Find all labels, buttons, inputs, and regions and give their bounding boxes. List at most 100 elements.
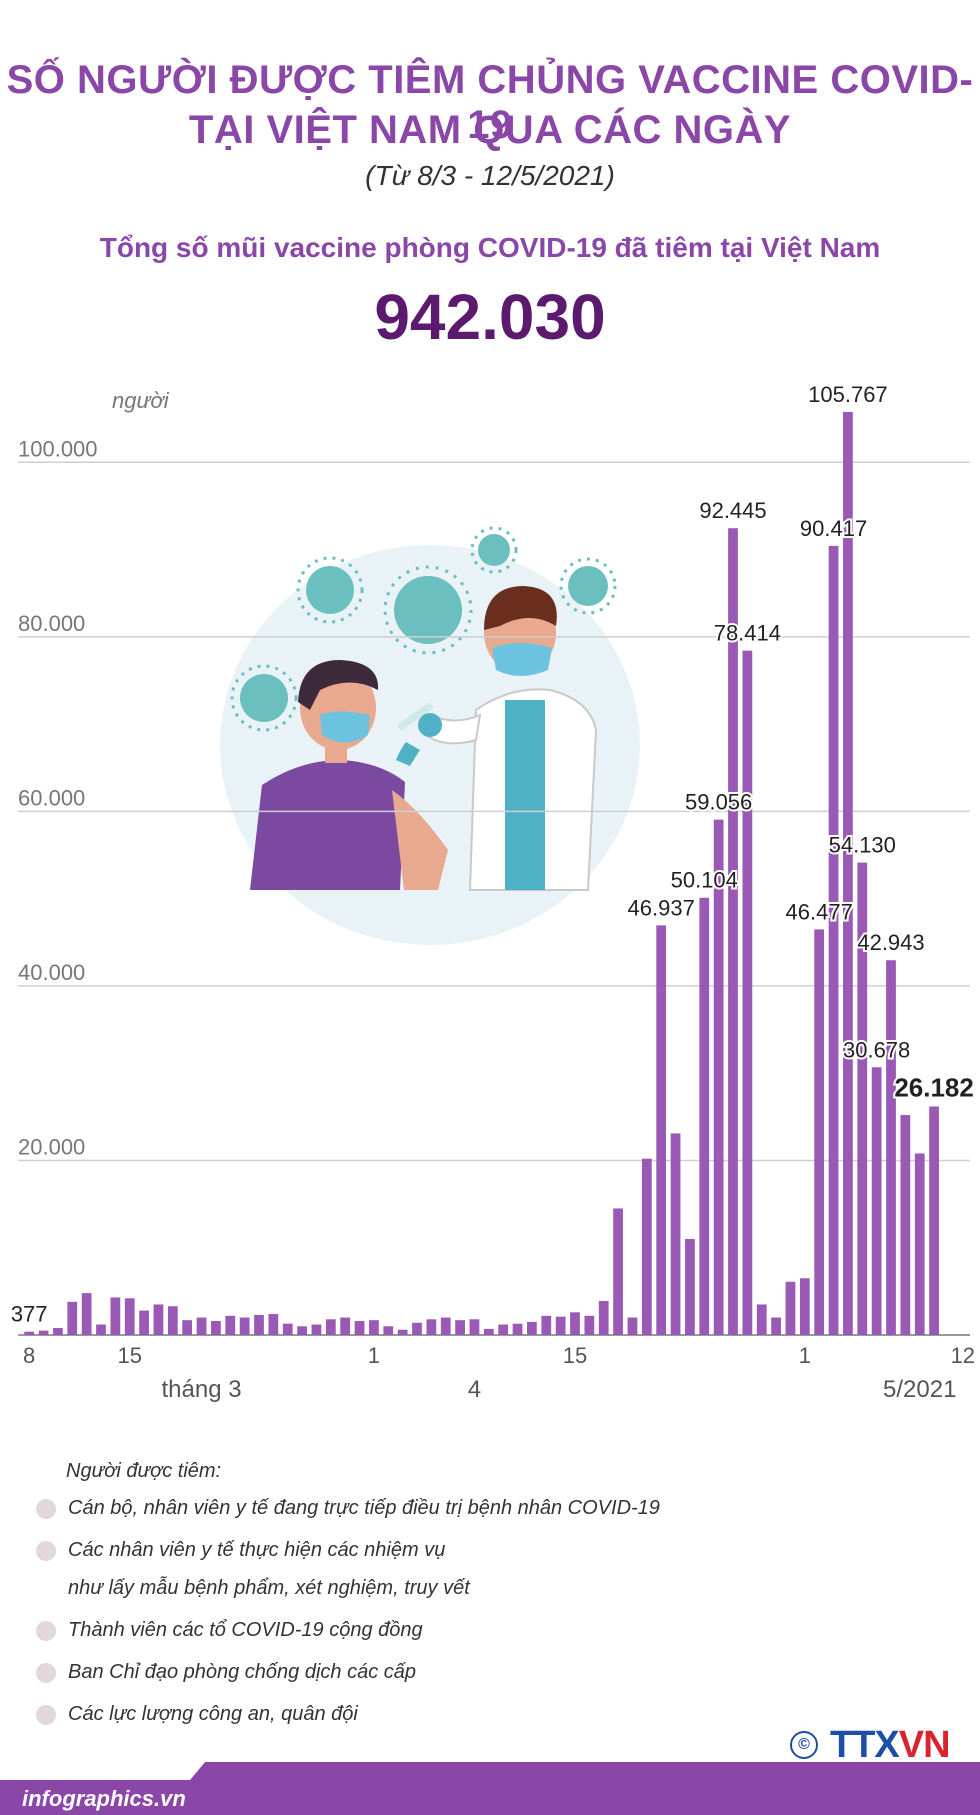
x-tick-label: 1: [368, 1343, 380, 1368]
bar: [239, 1317, 250, 1335]
date-range-subtitle: (Từ 8/3 - 12/5/2021): [365, 160, 615, 191]
bar: [383, 1326, 394, 1335]
bullet-dot-icon: [36, 1663, 56, 1683]
bar: [311, 1324, 322, 1335]
list-item: Các lực lượng công an, quân đội: [36, 1703, 660, 1733]
x-tick-label: 8: [23, 1343, 35, 1368]
bar: [139, 1310, 149, 1335]
month-label: 5/2021: [883, 1376, 956, 1403]
bar: [110, 1297, 121, 1335]
data-label: 59.056: [685, 790, 752, 815]
recipient-group-text: Các lực lượng công an, quân đội: [68, 1703, 358, 1725]
bar: [512, 1323, 523, 1335]
bar: [24, 1331, 35, 1335]
bar: [771, 1317, 781, 1335]
footer-site-link[interactable]: infographics.vn: [22, 1786, 186, 1811]
brand-main: TTX: [830, 1723, 900, 1766]
bar: [268, 1314, 279, 1335]
bullet-dot-icon: [36, 1499, 56, 1519]
bar: [929, 1106, 939, 1335]
month-label: tháng 3: [162, 1376, 242, 1403]
data-label: 42.943: [857, 930, 924, 955]
recipient-group-text: Các nhân viên y tế thực hiện các nhiệm v…: [68, 1539, 470, 1599]
bar: [843, 411, 853, 1336]
data-label: 54.130: [829, 833, 896, 858]
y-tick-label: 100.000: [18, 436, 98, 461]
recipients-title: Người được tiêm:: [66, 1460, 222, 1482]
list-item: Cán bộ, nhân viên y tế đang trực tiếp đi…: [36, 1497, 660, 1527]
bar: [53, 1328, 63, 1335]
data-label: 30.678: [843, 1037, 910, 1062]
bar: [412, 1322, 422, 1335]
bar: [685, 1239, 695, 1335]
bar: [670, 1133, 681, 1335]
ttxvn-logo: © TTXVN: [790, 1723, 951, 1767]
bar: [297, 1326, 307, 1335]
bar: [728, 528, 738, 1335]
virus-icon: [230, 664, 298, 732]
bar: [426, 1319, 437, 1335]
footer-bar: [0, 1780, 980, 1815]
daily-vaccination-bar-chart: 20.000 40.000 60.000 80.000 100.000 377 46.93…: [9, 380, 976, 1403]
data-label: 46.477: [786, 899, 853, 924]
bar: [81, 1293, 92, 1335]
virus-icon: [296, 556, 364, 624]
bar: [613, 1208, 623, 1335]
data-label: 26.182: [894, 1073, 974, 1103]
list-item: Các nhân viên y tế thực hiện các nhiệm v…: [36, 1539, 660, 1607]
bar: [541, 1315, 552, 1335]
bar: [641, 1158, 652, 1335]
x-tick-label: 1: [799, 1343, 811, 1368]
bar: [455, 1320, 465, 1335]
bar: [254, 1314, 264, 1335]
virus-icon: [383, 565, 473, 655]
bar: [742, 650, 753, 1335]
bar: [584, 1315, 595, 1335]
data-label: 105.767: [808, 382, 888, 407]
bar: [914, 1153, 925, 1335]
bar: [167, 1306, 178, 1335]
bar: [699, 897, 710, 1335]
bar: [555, 1316, 566, 1335]
copyright-icon: ©: [790, 1731, 818, 1759]
data-label: 78.414: [714, 621, 781, 646]
data-label: 50.104: [671, 868, 738, 893]
bullet-dot-icon: [36, 1705, 56, 1725]
data-label: 377: [11, 1302, 48, 1327]
bar: [498, 1324, 509, 1335]
bullet-dot-icon: [36, 1541, 56, 1561]
bar: [483, 1328, 494, 1335]
bar: [785, 1281, 796, 1335]
bullet-dot-icon: [36, 1621, 56, 1641]
patient-figure: [250, 660, 448, 890]
bar: [828, 545, 839, 1335]
bar: [354, 1321, 365, 1335]
bar: [67, 1301, 78, 1335]
footer-accent-strip: [190, 1762, 980, 1780]
bar: [440, 1317, 451, 1335]
bar: [871, 1067, 882, 1335]
data-label: 92.445: [699, 498, 766, 523]
brand-name: TTXVN: [830, 1723, 951, 1767]
recipient-group-text: Thành viên các tổ COVID-19 cộng đồng: [68, 1619, 423, 1641]
list-item: Thành viên các tổ COVID-19 cộng đồng: [36, 1619, 660, 1649]
bar: [527, 1321, 537, 1335]
vaccination-illustration: [220, 526, 640, 945]
bar: [153, 1304, 164, 1335]
virus-icon: [470, 526, 518, 574]
x-tick-label: 15: [117, 1343, 141, 1368]
bar: [225, 1315, 236, 1335]
bar: [96, 1324, 106, 1335]
list-item: Ban Chỉ đạo phòng chống dịch các cấp: [36, 1661, 660, 1691]
y-tick-label: 20.000: [18, 1134, 85, 1159]
x-tick-label: 15: [563, 1343, 587, 1368]
bar: [196, 1317, 207, 1335]
y-tick-label: 60.000: [18, 785, 85, 810]
bar: [325, 1319, 336, 1335]
bar: [713, 819, 724, 1335]
bar: [857, 862, 868, 1335]
month-label: 4: [468, 1376, 481, 1403]
total-doses-value: 942.030: [374, 281, 606, 353]
bar: [900, 1115, 911, 1335]
bar: [282, 1323, 293, 1335]
